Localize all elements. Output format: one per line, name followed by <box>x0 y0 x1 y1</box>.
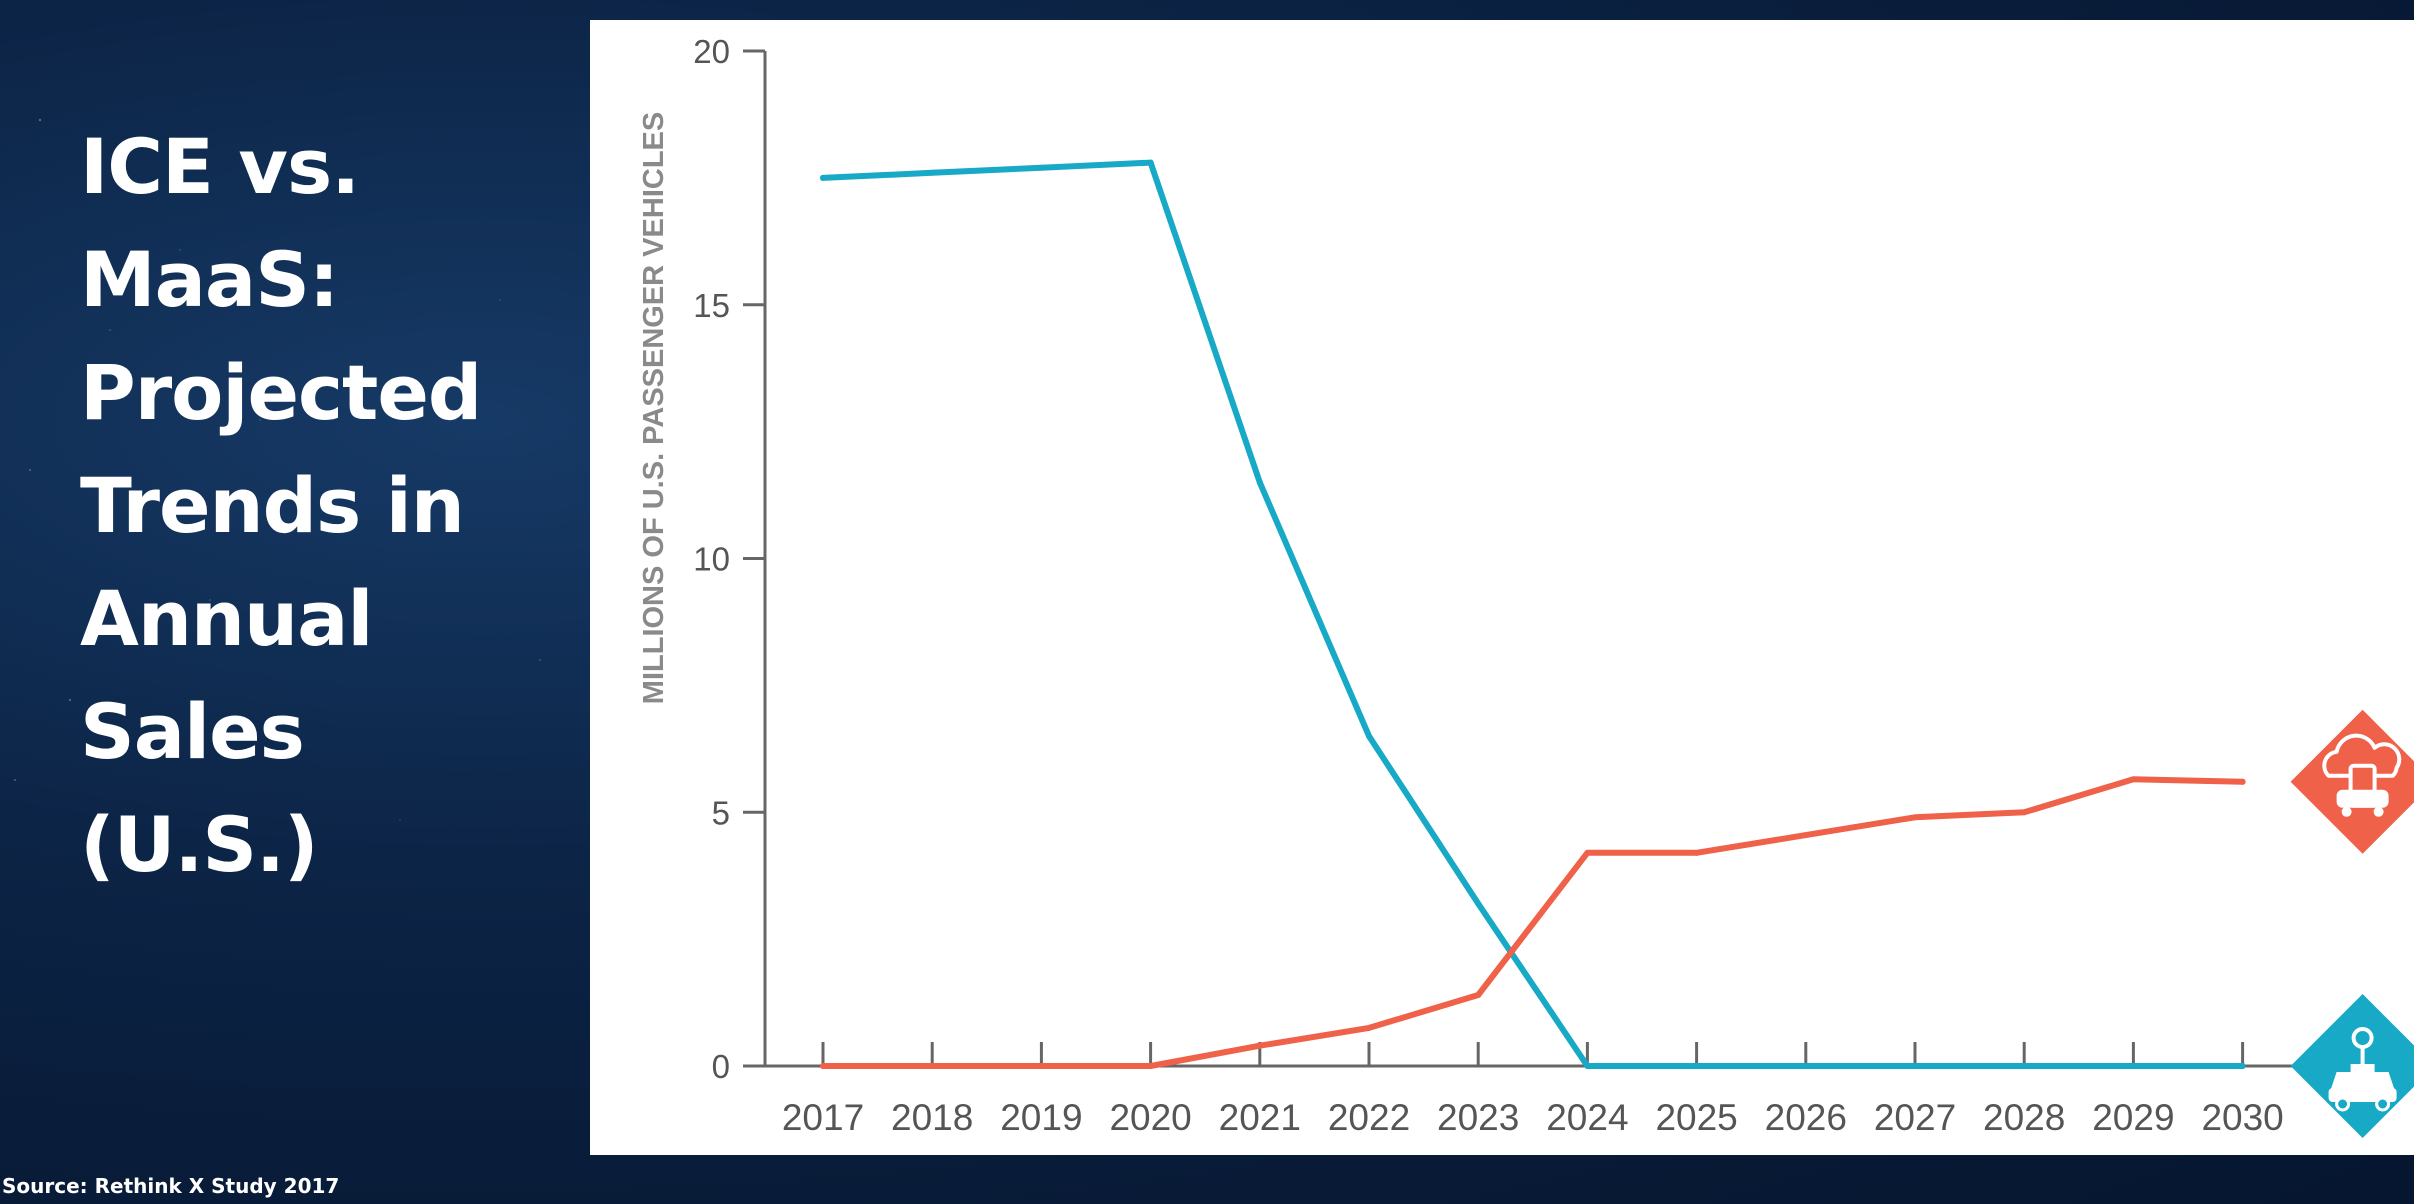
data-point <box>820 1063 826 1069</box>
chart-panel: 0 5 10 15 20 MILLIONS OF U.S. PASSENGER VEHIC… <box>590 20 2414 1155</box>
series-line-0 <box>820 159 2246 1069</box>
data-point <box>929 1063 936 1069</box>
data-point <box>2130 776 2137 783</box>
y-tick-label: 5 <box>712 794 730 831</box>
data-point <box>2130 1063 2137 1069</box>
data-point <box>1584 849 1591 856</box>
data-point <box>1802 832 1809 839</box>
slide-title-line: (U.S.) <box>80 800 319 889</box>
x-tick-label: 2023 <box>1437 1097 1519 1138</box>
data-point <box>1584 1063 1591 1069</box>
data-point <box>1147 159 1154 166</box>
y-axis-label: MILLIONS OF U.S. PASSENGER VEHICLES <box>638 112 670 704</box>
x-tick-label: 2022 <box>1328 1097 1410 1138</box>
x-tick-label: 2026 <box>1765 1097 1847 1138</box>
y-tick-label: 10 <box>693 541 730 578</box>
data-point <box>1693 1063 1700 1069</box>
x-tick-label: 2027 <box>1874 1097 1956 1138</box>
data-point <box>1366 1024 1372 1031</box>
slide-title-line: Trends in <box>80 461 465 550</box>
data-point <box>1475 991 1482 998</box>
slide-title-line: MaaS: <box>80 235 339 324</box>
data-point <box>1366 733 1372 740</box>
slide-title-line: ICE vs. <box>80 122 360 211</box>
slide-title-line: Sales <box>80 687 305 776</box>
source-caption: Source: Rethink X Study 2017 <box>2 1174 340 1198</box>
data-point <box>2021 1063 2028 1069</box>
y-tick-label: 20 <box>693 33 730 70</box>
x-tick-label: 2030 <box>2201 1097 2283 1138</box>
data-point <box>1475 900 1482 907</box>
data-point <box>2021 809 2028 816</box>
x-tick-label: 2020 <box>1109 1097 1191 1138</box>
line-chart: 0 5 10 15 20 MILLIONS OF U.S. PASSENGER VEHIC… <box>638 33 2414 1138</box>
x-tick-label: 2028 <box>1983 1097 2065 1138</box>
data-point <box>929 169 936 176</box>
data-point <box>820 174 826 181</box>
data-point <box>1912 1063 1918 1069</box>
series-line-1 <box>820 776 2246 1069</box>
x-tick-label: 2024 <box>1546 1097 1628 1138</box>
data-point <box>1147 1063 1154 1069</box>
slide-title: ICE vs. MaaS: Projected Trends in Annual Sale… <box>80 110 500 901</box>
car-key-icon <box>2290 994 2414 1138</box>
data-point <box>2239 1063 2246 1069</box>
data-point <box>1038 1063 1045 1069</box>
data-point <box>2239 778 2246 785</box>
data-point <box>1256 479 1263 486</box>
x-tick-label: 2019 <box>1000 1097 1082 1138</box>
y-tick-label: 0 <box>712 1048 730 1085</box>
data-point <box>1038 164 1045 171</box>
x-tick-label: 2029 <box>2092 1097 2174 1138</box>
slide-title-line: Annual <box>80 574 373 663</box>
y-tick-label: 15 <box>693 287 730 324</box>
cloud-phone-car-icon <box>2290 709 2414 854</box>
data-point <box>1802 1063 1809 1069</box>
data-point <box>1912 814 1918 821</box>
data-point <box>1693 849 1700 856</box>
data-point <box>1256 1042 1263 1049</box>
x-tick-label: 2018 <box>891 1097 973 1138</box>
x-tick-label: 2025 <box>1655 1097 1737 1138</box>
slide-title-line: Projected <box>80 348 482 437</box>
x-tick-label: 2017 <box>782 1097 864 1138</box>
x-tick-label: 2021 <box>1219 1097 1301 1138</box>
